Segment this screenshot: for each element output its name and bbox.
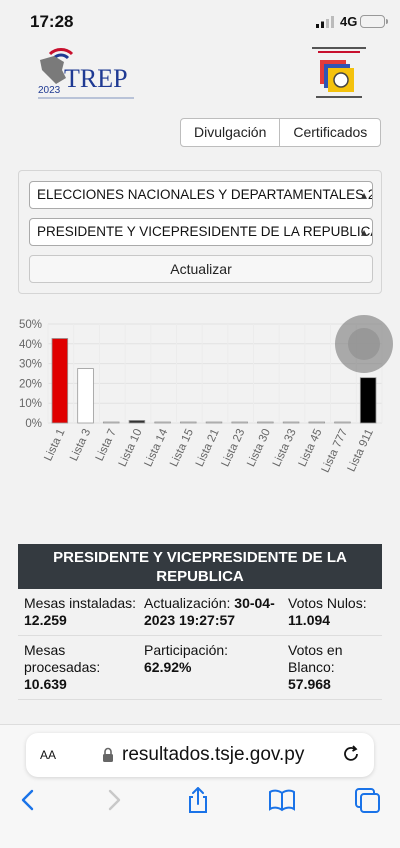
results-table: PRESIDENTE Y VICEPRESIDENTE DE LA REPUBL… xyxy=(18,544,382,700)
x-tick-label: Lista 45 xyxy=(297,427,325,469)
y-tick-label: 10% xyxy=(19,398,42,410)
filter-panel: ELECCIONES NACIONALES Y DEPARTAMENTALES … xyxy=(18,170,382,294)
x-tick-label: Lista 14 xyxy=(142,427,170,469)
stat-value: 10.639 xyxy=(24,676,67,692)
x-tick-label: Lista 23 xyxy=(220,427,248,469)
election-select-value: ELECCIONES NACIONALES Y DEPARTAMENTALES … xyxy=(37,187,373,202)
y-tick-label: 40% xyxy=(19,339,42,351)
x-tick-label: Lista 10 xyxy=(117,427,145,469)
chart-bar xyxy=(51,338,69,424)
share-icon[interactable] xyxy=(184,787,212,813)
stat-label: Mesas procesadas: xyxy=(24,642,101,675)
stat-value: 11.094 xyxy=(288,612,331,628)
chart-bar xyxy=(128,420,146,424)
stat-value: 62.92% xyxy=(144,659,192,675)
x-tick-label: Lista 15 xyxy=(168,427,196,469)
y-tick-label: 0% xyxy=(25,418,42,430)
votos-en-blanco: Votos en Blanco: 57.968 xyxy=(288,642,382,693)
battery-icon xyxy=(360,15,388,28)
chart-bar xyxy=(308,421,326,424)
x-tick-label: Lista 911 xyxy=(346,427,376,474)
y-tick-label: 50% xyxy=(19,319,42,331)
stat-label: Actualización: xyxy=(144,595,231,611)
votos-nulos: Votos Nulos: 11.094 xyxy=(288,595,382,629)
position-select-value: PRESIDENTE Y VICEPRESIDENTE DE LA REPUBL… xyxy=(37,224,373,239)
y-tick-label: 30% xyxy=(19,359,42,371)
chart-bar xyxy=(154,421,171,424)
view-tabs: Divulgación Certificados xyxy=(180,118,382,147)
results-title: PRESIDENTE Y VICEPRESIDENTE DE LA REPUBL… xyxy=(18,544,382,589)
browser-toolbar: AA resultados.tsje.gov.py xyxy=(0,724,400,848)
position-select[interactable]: PRESIDENTE Y VICEPRESIDENTE DE LA REPUBL… xyxy=(29,218,373,246)
back-icon[interactable] xyxy=(14,787,42,813)
update-button[interactable]: Actualizar xyxy=(29,255,373,283)
actualizacion: Actualización: 30-04-2023 19:27:57 xyxy=(144,595,288,629)
stat-value: 57.968 xyxy=(288,676,331,692)
bookmarks-icon[interactable] xyxy=(268,787,296,813)
status-time: 17:28 xyxy=(30,12,74,31)
trep-logo: 2023 TREP xyxy=(38,48,134,99)
trep-logo-name: TREP xyxy=(64,64,128,93)
x-tick-label: Lista 3 xyxy=(68,427,93,463)
tsje-emblem xyxy=(312,47,366,98)
x-tick-label: Lista 21 xyxy=(194,427,222,469)
chevron-updown-icon: ▴ xyxy=(360,188,367,202)
lock-icon xyxy=(103,747,113,762)
chart-bar xyxy=(257,421,274,424)
text-size-button[interactable]: AA xyxy=(40,746,56,764)
chart-bar xyxy=(180,421,197,424)
chart-bar xyxy=(102,421,120,424)
chart-bar xyxy=(231,421,248,424)
stat-value: 30-04-2023 19:27:57 xyxy=(144,595,275,628)
stat-value: 12.259 xyxy=(24,612,67,628)
results-row: Mesas procesadas: 10.639 Participación: … xyxy=(18,636,382,700)
mesas-instaladas: Mesas instaladas: 12.259 xyxy=(24,595,144,629)
participacion: Participación: 62.92% xyxy=(144,642,288,693)
cellular-signal-icon xyxy=(316,16,334,28)
chart-bar xyxy=(359,377,377,424)
forward-icon[interactable] xyxy=(100,787,128,813)
x-tick-label: Lista 7 xyxy=(94,427,119,463)
election-select[interactable]: ELECCIONES NACIONALES Y DEPARTAMENTALES … xyxy=(29,181,373,209)
web-page: 2023 TREP Divulgación Certificados ELECC… xyxy=(0,44,400,724)
mesas-procesadas: Mesas procesadas: 10.639 xyxy=(24,642,144,693)
touch-indicator xyxy=(335,315,393,373)
status-bar: 17:28 4G xyxy=(0,0,400,44)
stat-label: Votos en Blanco: xyxy=(288,642,343,675)
y-tick-label: 20% xyxy=(19,378,42,390)
reload-icon[interactable] xyxy=(342,745,360,763)
x-tick-label: Lista 1 xyxy=(42,427,67,463)
chevron-updown-icon: ▴ xyxy=(360,225,367,239)
x-tick-label: Lista 30 xyxy=(245,427,273,469)
network-type: 4G xyxy=(340,14,358,29)
results-row: Mesas instaladas: 12.259 Actualización: … xyxy=(18,589,382,636)
tabs-icon[interactable] xyxy=(354,787,382,813)
chart-bar xyxy=(77,368,94,424)
stat-label: Votos Nulos: xyxy=(288,595,367,611)
results-bar-chart: 0%10%20%30%40%50%Lista 1 Lista 3 Lista 7Li… xyxy=(19,319,383,475)
tab-divulgacion[interactable]: Divulgación xyxy=(194,124,267,140)
stat-label: Participación: xyxy=(144,642,229,658)
x-tick-label: Lista 33 xyxy=(271,427,299,469)
text-size-label: AA xyxy=(40,748,57,762)
chart-bar xyxy=(282,421,300,424)
chart-bar xyxy=(205,421,223,424)
address-bar[interactable]: AA resultados.tsje.gov.py xyxy=(26,733,374,777)
trep-logo-year: 2023 xyxy=(38,85,61,96)
url-text: resultados.tsje.gov.py xyxy=(122,744,305,765)
tab-certificados[interactable]: Certificados xyxy=(279,119,380,146)
stat-label: Mesas instaladas: xyxy=(24,595,137,611)
chart-bar xyxy=(334,421,351,424)
